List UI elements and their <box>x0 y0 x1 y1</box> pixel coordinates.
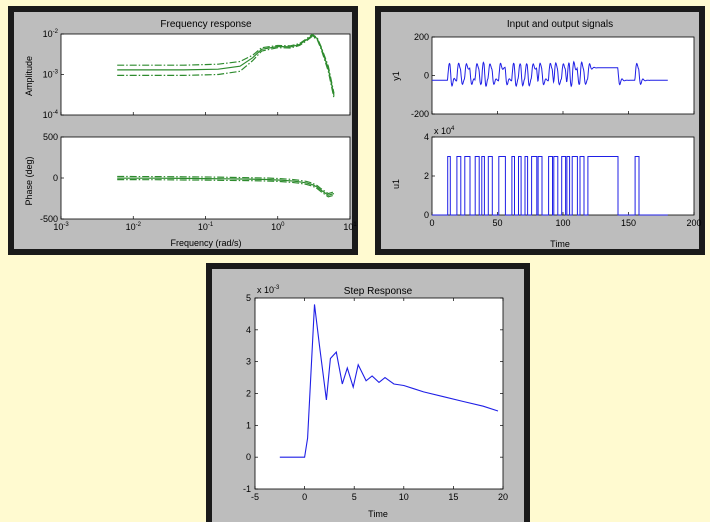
io-y1-ylabel: y1 <box>391 71 401 81</box>
freq-series-line <box>117 177 335 196</box>
step-xtick-label: 0 <box>302 492 307 502</box>
step-ytick-label: 1 <box>246 420 251 430</box>
io-u1-exponent: x 104 <box>434 126 455 136</box>
step-response-figure: Step Response Time -5 0 5 10 15 20 5 4 3 2 1 0 -1 x 1… <box>206 263 530 522</box>
io-title: Input and output signals <box>507 19 613 30</box>
step-xlabel: Time <box>368 509 388 519</box>
freq-ytick-label: 10-3 <box>43 70 59 80</box>
freq-xtick-label: 10-1 <box>198 222 214 232</box>
step-title: Step Response <box>344 286 413 297</box>
step-xtick-label: 5 <box>352 492 357 502</box>
io-xtick-label: 0 <box>429 218 434 228</box>
freq-amplitude-ylabel: Amplitude <box>24 56 34 96</box>
step-ytick-label: 2 <box>246 389 251 399</box>
frequency-response-figure: Frequency response Frequency (rad/s) Amp… <box>8 6 358 255</box>
io-xtick-label: 50 <box>492 218 502 228</box>
freq-series-line <box>117 175 335 195</box>
step-series-line <box>279 304 499 458</box>
freq-xtick-label: 10-2 <box>126 222 142 232</box>
io-y1-ytick-label: 0 <box>424 71 429 81</box>
io-u1-series-line <box>432 156 668 216</box>
freq-ytick-label: 10-4 <box>43 110 59 120</box>
freq-xtick-label: 101 <box>343 222 357 232</box>
step-xtick-label: 15 <box>448 492 458 502</box>
step-exponent: x 10-3 <box>257 285 280 295</box>
freq-xlabel: Frequency (rad/s) <box>170 238 241 248</box>
freq-ytick-label: 500 <box>43 132 58 142</box>
input-output-chart: Input and output signals Time y1 u1 2000… <box>391 19 702 249</box>
step-ytick-label: -1 <box>243 484 251 494</box>
io-xtick-label: 200 <box>686 218 701 228</box>
freq-ytick-label: 0 <box>53 173 58 183</box>
step-xtick-label: 10 <box>399 492 409 502</box>
freq-phase-ylabel: Phase (deg) <box>24 156 34 205</box>
step-axes <box>254 297 504 490</box>
io-u1-axes <box>431 136 695 216</box>
freq-series-line <box>117 33 335 94</box>
step-ytick-label: 3 <box>246 357 251 367</box>
step-ytick-label: 5 <box>246 293 251 303</box>
step-xtick-label: -5 <box>251 492 259 502</box>
io-xtick-label: 150 <box>621 218 636 228</box>
io-u1-ytick-label: 0 <box>424 210 429 220</box>
step-xtick-label: 20 <box>498 492 508 502</box>
step-ytick-label: 0 <box>246 452 251 462</box>
freq-xtick-label: 10-3 <box>53 222 69 232</box>
io-xlabel: Time <box>550 239 570 249</box>
io-y1-axes <box>431 36 695 115</box>
freq-ytick-label: -500 <box>40 214 58 224</box>
freq-ytick-label: 10-2 <box>43 29 59 39</box>
freq-series-line <box>117 35 335 99</box>
freq-xtick-label: 100 <box>271 222 285 232</box>
frequency-response-chart: Frequency response Frequency (rad/s) Amp… <box>24 19 357 248</box>
io-y1-ytick-label: 200 <box>414 32 429 42</box>
io-y1-ytick-label: -200 <box>411 109 429 119</box>
freq-title: Frequency response <box>160 19 252 30</box>
io-u1-ytick-label: 2 <box>424 171 429 181</box>
io-u1-ytick-label: 4 <box>424 132 429 142</box>
freq-series-line <box>117 179 335 198</box>
io-u1-ylabel: u1 <box>391 179 401 189</box>
io-xtick-label: 100 <box>555 218 570 228</box>
io-y1-series-line <box>432 60 668 88</box>
step-ytick-label: 4 <box>246 325 251 335</box>
input-output-figure: Input and output signals Time y1 u1 200 0… <box>375 6 705 255</box>
